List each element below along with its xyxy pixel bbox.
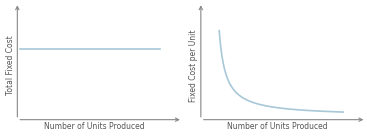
X-axis label: Number of Units Produced: Number of Units Produced <box>44 122 144 131</box>
Y-axis label: Total Fixed Cost: Total Fixed Cost <box>6 35 15 95</box>
Y-axis label: Fixed Cost per Unit: Fixed Cost per Unit <box>189 29 198 102</box>
X-axis label: Number of Units Produced: Number of Units Produced <box>227 122 328 131</box>
